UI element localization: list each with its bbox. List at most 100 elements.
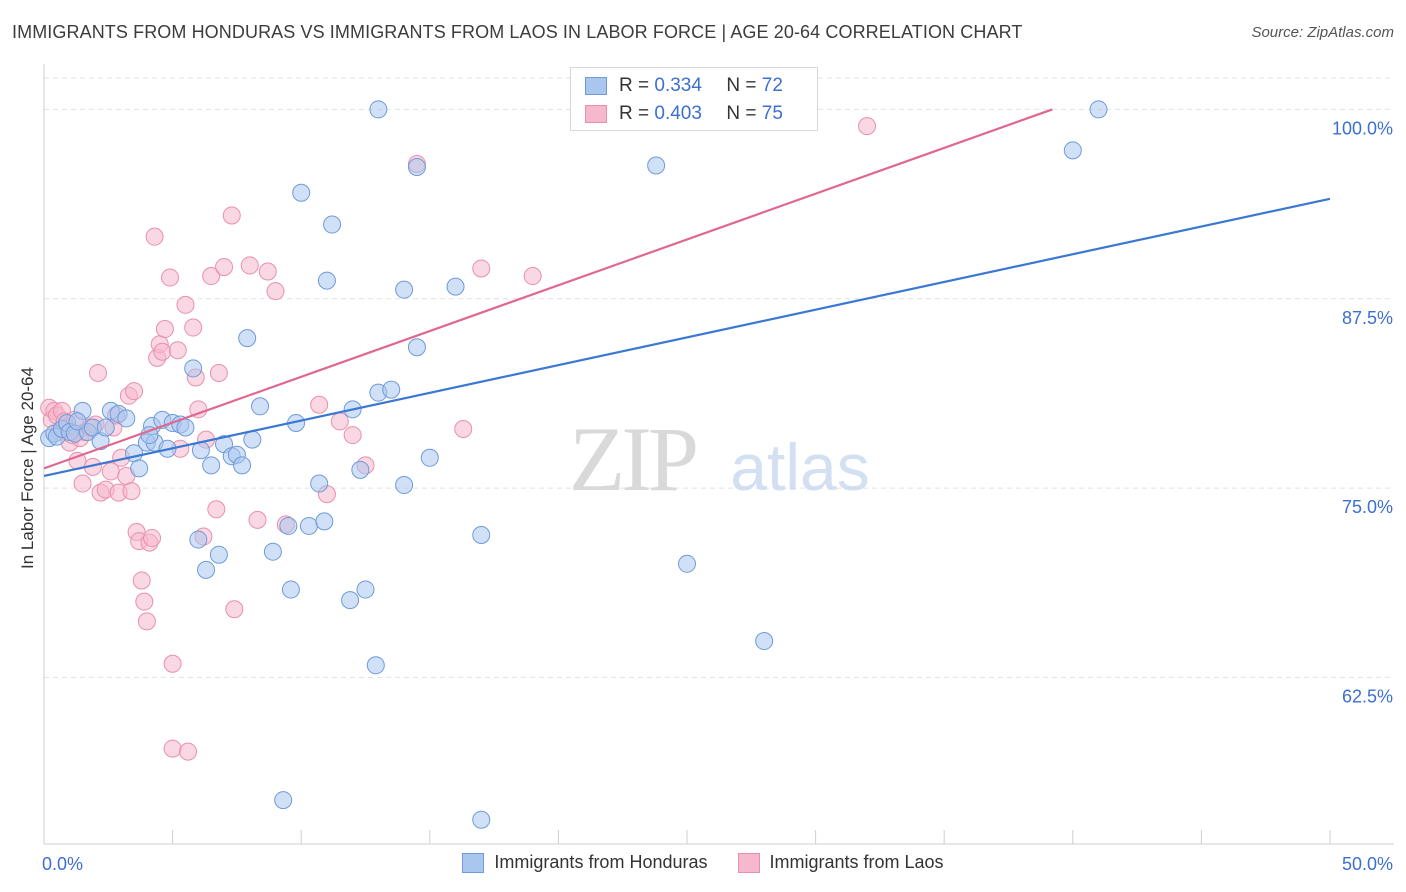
legend-swatch-honduras xyxy=(462,852,485,873)
point-laos xyxy=(176,295,195,314)
point-honduras xyxy=(130,459,149,478)
point-honduras xyxy=(96,418,115,437)
legend-n-label: N = xyxy=(726,103,757,124)
point-honduras xyxy=(310,474,329,493)
point-laos xyxy=(137,612,156,631)
point-laos xyxy=(179,742,198,761)
point-honduras xyxy=(176,418,195,437)
point-honduras xyxy=(251,397,270,416)
point-laos xyxy=(258,262,277,281)
point-laos xyxy=(454,420,473,439)
point-laos xyxy=(222,206,241,225)
point-honduras xyxy=(315,512,334,531)
point-honduras xyxy=(395,476,414,495)
point-honduras xyxy=(755,632,774,651)
point-laos xyxy=(240,256,259,275)
trend-line-honduras xyxy=(43,197,1331,478)
point-honduras xyxy=(202,456,221,475)
point-honduras xyxy=(356,580,375,599)
point-honduras xyxy=(472,526,491,545)
point-honduras xyxy=(1063,141,1082,160)
point-honduras xyxy=(317,271,336,290)
point-laos xyxy=(143,529,162,548)
watermark-atlas: atlas xyxy=(730,430,869,504)
point-laos xyxy=(155,320,174,339)
grid xyxy=(44,77,1394,678)
point-laos xyxy=(330,412,349,431)
point-honduras xyxy=(382,380,401,399)
y-tick-label: 62.5% xyxy=(1342,686,1393,706)
point-laos xyxy=(125,382,144,401)
point-laos xyxy=(168,341,187,360)
point-honduras xyxy=(420,448,439,467)
point-laos xyxy=(248,510,267,529)
point-honduras xyxy=(299,516,318,535)
point-laos xyxy=(145,227,164,246)
point-laos xyxy=(523,267,542,286)
point-honduras xyxy=(274,791,293,810)
legend-swatch-honduras xyxy=(585,77,607,95)
point-honduras xyxy=(351,460,370,479)
legend-n-value-laos: 75 xyxy=(761,103,783,124)
legend-r-value-laos: 0.403 xyxy=(654,103,702,124)
point-honduras xyxy=(446,277,465,296)
point-honduras xyxy=(407,157,426,176)
point-laos xyxy=(225,600,244,619)
source-label: Source: ZipAtlas.com xyxy=(1251,24,1394,41)
point-laos xyxy=(215,257,234,276)
point-laos xyxy=(163,654,182,673)
stats-legend: R = 0.334 N = 72 R = 0.403 N = 75 xyxy=(570,67,818,131)
point-honduras xyxy=(279,516,298,535)
legend-row-honduras: R = 0.334 N = 72 xyxy=(585,73,783,99)
axes xyxy=(43,64,1394,845)
trend-line-laos xyxy=(43,108,1053,470)
point-honduras xyxy=(184,359,203,378)
tick-labels: 62.5% 75.0% 87.5% 100.0% 0.0% 50.0% xyxy=(42,118,1393,874)
series-legend: Immigrants from Honduras Immigrants from… xyxy=(0,852,1406,873)
point-honduras xyxy=(395,280,414,299)
point-laos xyxy=(135,592,154,611)
trend-lines xyxy=(43,108,1331,478)
point-honduras xyxy=(472,810,491,829)
point-laos xyxy=(184,318,203,337)
point-honduras xyxy=(647,156,666,175)
point-honduras xyxy=(233,456,252,475)
point-laos xyxy=(209,363,228,382)
point-honduras xyxy=(263,542,282,561)
legend-item-laos[interactable]: Immigrants from Laos xyxy=(737,852,944,873)
legend-swatch-laos xyxy=(585,105,607,123)
point-laos xyxy=(202,267,221,286)
x-tick-label: 0.0% xyxy=(42,854,83,874)
point-laos xyxy=(310,395,329,414)
point-laos xyxy=(266,282,285,301)
watermark: ZIP atlas xyxy=(569,408,870,510)
point-honduras xyxy=(369,100,388,119)
point-honduras xyxy=(1089,100,1108,119)
point-honduras xyxy=(197,560,216,579)
point-honduras xyxy=(238,329,257,348)
point-laos xyxy=(122,482,141,501)
legend-row-laos: R = 0.403 N = 75 xyxy=(585,101,783,127)
point-honduras xyxy=(243,430,262,449)
point-honduras xyxy=(407,338,426,357)
point-honduras xyxy=(117,409,136,428)
point-honduras xyxy=(292,183,311,202)
point-honduras xyxy=(366,656,385,675)
legend-swatch-laos xyxy=(737,852,760,873)
point-laos xyxy=(163,739,182,758)
point-honduras xyxy=(209,545,228,564)
legend-r-value-honduras: 0.334 xyxy=(654,75,702,96)
legend-item-honduras[interactable]: Immigrants from Honduras xyxy=(462,852,708,873)
x-tick-label: 50.0% xyxy=(1342,854,1393,874)
point-laos xyxy=(73,474,92,493)
point-laos xyxy=(89,363,108,382)
point-honduras xyxy=(189,530,208,549)
y-tick-label: 100.0% xyxy=(1332,118,1393,138)
point-honduras xyxy=(281,580,300,599)
series-honduras xyxy=(40,100,1108,829)
point-honduras xyxy=(68,412,87,431)
legend-n-value-honduras: 72 xyxy=(761,75,783,96)
point-laos xyxy=(472,259,491,278)
point-honduras xyxy=(341,591,360,610)
